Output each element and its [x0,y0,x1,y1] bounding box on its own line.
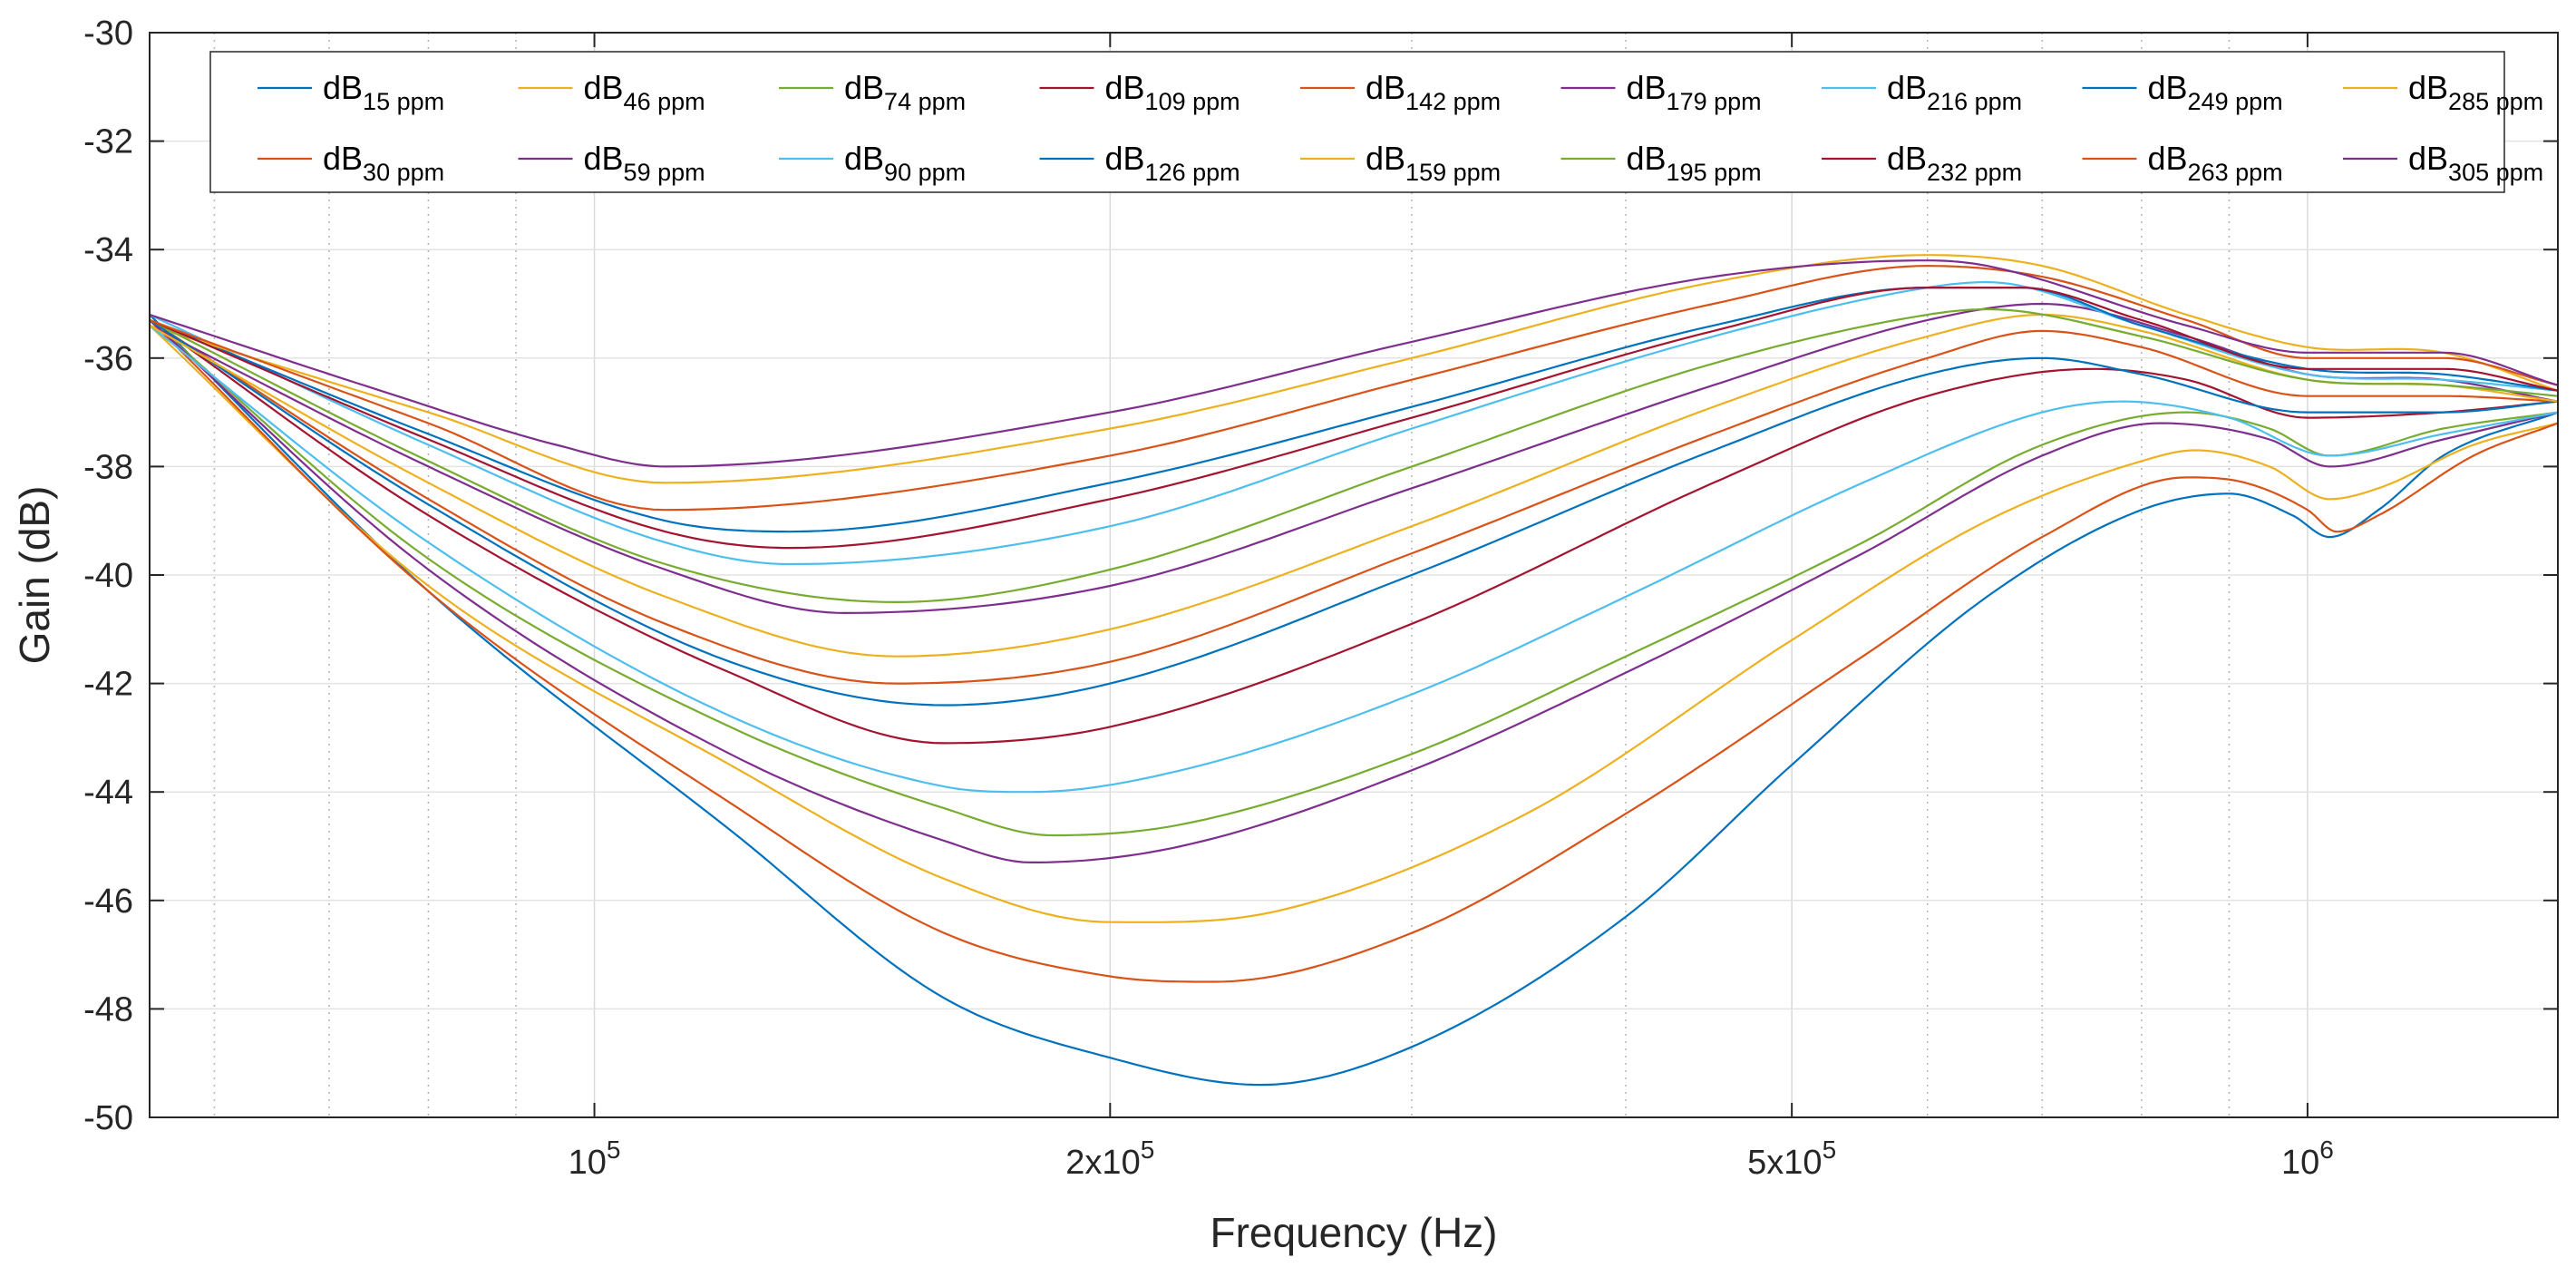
x-tick-labels: 105 2x105 5x105 106 [569,1136,2334,1182]
series-group [149,254,2559,1087]
legend-label: dB159 ppm [1366,140,1501,186]
series-line [149,307,2559,604]
legend-label: dB15 ppm [323,69,444,115]
series-line [149,319,2559,863]
legend-label: dB216 ppm [1887,69,2022,115]
legend-label: dB285 ppm [2408,69,2543,115]
series-line [149,287,2559,550]
legend-label: dB232 ppm [1887,140,2022,186]
legend: dB15 ppm dB46 ppm dB74 ppm dB109 ppm dB142 p… [209,51,2543,193]
series-line [149,319,2559,837]
legend-label: dB109 ppm [1105,69,1240,115]
series-line [149,254,2559,484]
y-tick-label: -30 [83,15,133,53]
y-tick-label: -46 [83,882,133,921]
series-line [149,325,2559,794]
y-tick-label: -44 [83,774,133,812]
x-tick-label: 2x105 [1065,1136,1154,1182]
x-tick-label: 5x105 [1747,1136,1836,1182]
tick-marks [150,32,2558,1118]
x-tick-label: 106 [2281,1136,2334,1182]
series-line [149,319,2559,983]
legend-label: dB179 ppm [1627,69,1762,115]
y-tick-label: -40 [83,557,133,595]
y-tick-label: -48 [83,990,133,1028]
legend-box [209,51,2505,193]
legend-label: dB249 ppm [2148,69,2283,115]
y-tick-labels: -30 -32 -34 -36 -38 -40 -42 -44 -46 -48 -50 [83,15,133,1137]
legend-label: dB263 ppm [2148,140,2283,186]
series-line [149,318,2559,685]
series-line [149,319,2559,745]
series-line [149,259,2559,468]
legend-label: dB142 ppm [1366,69,1501,115]
y-tick-label: -50 [83,1099,133,1137]
legend-label: dB30 ppm [323,140,444,186]
x-tick-label: 105 [569,1136,621,1182]
y-tick-label: -38 [83,448,133,486]
legend-label: dB305 ppm [2408,140,2543,186]
legend-label: dB59 ppm [584,140,705,186]
y-tick-label: -36 [83,340,133,378]
y-axis-label: Gain (dB) [11,486,58,665]
legend-label: dB126 ppm [1105,140,1240,186]
series-line [149,318,2559,707]
series-line [149,314,2559,1087]
legend-label: dB74 ppm [844,69,966,115]
series-line [149,281,2559,566]
series-line [149,264,2559,512]
series-line [149,325,2559,923]
y-tick-label: -42 [83,666,133,704]
legend-label: dB46 ppm [584,69,705,115]
x-axis-label: Frequency (Hz) [1210,1209,1498,1256]
legend-label: dB90 ppm [844,140,966,186]
y-tick-label: -32 [83,123,133,161]
legend-label: dB195 ppm [1627,140,1762,186]
y-tick-label: -34 [83,231,133,269]
